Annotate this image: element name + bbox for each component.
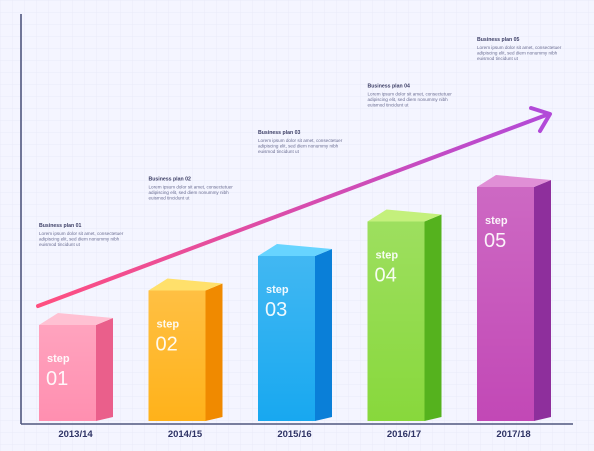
bar-step-number: 01 <box>46 368 68 390</box>
x-tick-label: 2015/16 <box>277 429 311 440</box>
plan-description-line: adipiscing elit, sed diem nonummy nibh <box>477 51 558 56</box>
bar-step-word: step <box>376 250 399 262</box>
bar-top-face <box>477 175 551 187</box>
bar-step-word: step <box>266 284 289 296</box>
bar-side-face <box>315 249 332 421</box>
bar-step-1: step 01 <box>39 313 113 421</box>
plan-description-line: euismod tincidunt ut <box>368 103 410 108</box>
bar-top-face <box>258 244 332 256</box>
bar-top-face <box>39 313 113 325</box>
bar-front-shade <box>477 187 534 421</box>
plan-description-line: euismod tincidunt ut <box>149 196 191 201</box>
plan-title: Business plan 02 <box>149 177 191 183</box>
bar-step-2: step 02 <box>148 278 223 421</box>
bar-side-face <box>534 180 551 421</box>
bar-side-face <box>424 214 442 421</box>
plan-description-line: Lorem ipsum dolor sit amet, consectetuer <box>39 231 124 236</box>
bars-group: step 01 step 02 step 03 step 04 step 05 <box>39 175 551 421</box>
plan-description-line: Lorem ipsum dolor sit amet, consectetuer <box>368 92 453 97</box>
bar-step-number: 03 <box>265 299 287 321</box>
bar-step-number: 05 <box>484 230 506 252</box>
bar-step-word: step <box>47 353 70 365</box>
x-tick-label: 2014/15 <box>168 429 203 440</box>
bar-step-5: step 05 <box>477 175 551 421</box>
annotations-group: Business plan 01 Lorem ipsum dolor sit am… <box>39 37 562 247</box>
plan-description-line: adipiscing elit, sed diem nonummy nibh <box>39 237 120 242</box>
bar-step-word: step <box>485 215 508 227</box>
plan-annotation-1: Business plan 01 Lorem ipsum dolor sit am… <box>39 223 124 247</box>
plan-description-line: adipiscing elit, sed diem nonummy nibh <box>258 144 339 149</box>
bar-step-word: step <box>157 319 180 331</box>
plan-description-line: Lorem ipsum dolor sit amet, consectetuer <box>258 138 343 143</box>
plan-annotation-3: Business plan 03 Lorem ipsum dolor sit am… <box>258 130 343 154</box>
bar-side-face <box>205 283 223 421</box>
plan-description-line: Lorem ipsum dolor sit amet, consectetuer <box>149 185 234 190</box>
plan-description-line: euismod tincidunt ut <box>39 242 81 247</box>
bar-step-number: 02 <box>156 334 178 356</box>
plan-annotation-4: Business plan 04 Lorem ipsum dolor sit am… <box>368 84 453 108</box>
bar-step-4: step 04 <box>367 209 442 421</box>
bar-front-shade <box>39 325 96 421</box>
plan-title: Business plan 04 <box>368 84 410 90</box>
plan-description-line: adipiscing elit, sed diem nonummy nibh <box>149 190 230 195</box>
bar-side-face <box>96 318 113 421</box>
bar-front-shade <box>258 256 315 421</box>
plan-description-line: adipiscing elit, sed diem nonummy nibh <box>368 97 449 102</box>
trend-arrow-line <box>36 112 551 308</box>
plan-description-line: euismod tincidunt ut <box>258 149 300 154</box>
bar-step-3: step 03 <box>258 244 332 421</box>
trend-arrow-head <box>529 106 552 133</box>
bar-step-number: 04 <box>375 265 397 287</box>
plan-description-line: Lorem ipsum dolor sit amet, consectetuer <box>477 45 562 50</box>
bar-top-face <box>148 278 223 291</box>
bar-top-face <box>367 209 442 222</box>
plan-title: Business plan 05 <box>477 37 519 43</box>
plan-annotation-2: Business plan 02 Lorem ipsum dolor sit am… <box>149 177 234 201</box>
plan-title: Business plan 01 <box>39 223 81 229</box>
plan-description-line: euismod tincidunt ut <box>477 56 519 61</box>
x-tick-label: 2016/17 <box>387 429 421 440</box>
plan-annotation-5: Business plan 05 Lorem ipsum dolor sit am… <box>477 37 562 61</box>
x-tick-label: 2017/18 <box>496 429 530 440</box>
x-axis-labels: 2013/14 2014/15 2015/16 2016/17 2017/18 <box>58 429 530 440</box>
plan-title: Business plan 03 <box>258 130 300 136</box>
bar-front-shade <box>367 221 425 421</box>
x-tick-label: 2013/14 <box>58 429 93 440</box>
bar-front-shade <box>148 290 206 421</box>
